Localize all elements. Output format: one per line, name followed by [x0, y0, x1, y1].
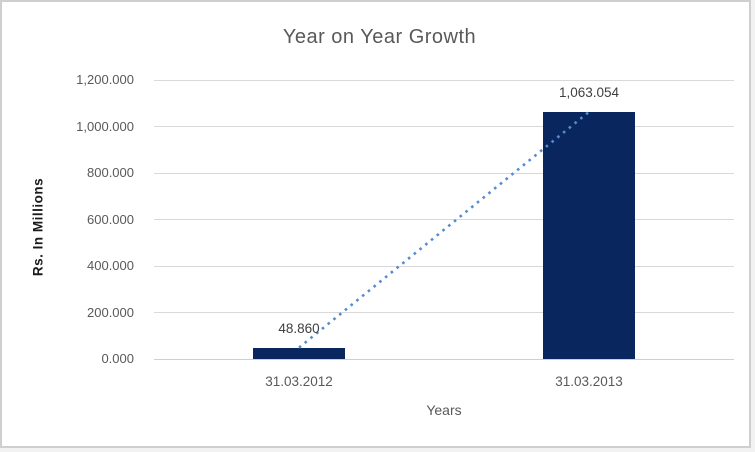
bar-data-label: 48.860: [278, 320, 320, 336]
gridline: [154, 265, 734, 267]
gridline: [154, 172, 734, 174]
y-tick-label: 0.000: [101, 351, 134, 366]
gridline: [154, 79, 734, 81]
y-tick-label: 1,200.000: [76, 72, 134, 87]
trendline: [298, 110, 590, 349]
plot-area: [154, 79, 734, 360]
bar-data-label: 1,063.054: [558, 84, 620, 100]
gridline: [154, 312, 734, 313]
chart-bar: [543, 111, 635, 359]
gridline: [154, 219, 734, 220]
x-axis-title: Years: [426, 402, 462, 418]
y-tick-label: 1,000.000: [76, 118, 134, 134]
x-tick-label: 31.03.2013: [555, 374, 623, 389]
y-tick-label: 800.000: [87, 165, 134, 180]
y-tick-label: 400.000: [87, 258, 134, 273]
x-tick-label: 31.03.2012: [265, 374, 333, 389]
y-tick-label: 200.000: [87, 304, 134, 320]
chart-title: Year on Year Growth: [282, 26, 477, 48]
y-tick-label: 600.000: [87, 211, 134, 227]
gridline: [154, 126, 734, 127]
chart-bar: [253, 347, 345, 359]
